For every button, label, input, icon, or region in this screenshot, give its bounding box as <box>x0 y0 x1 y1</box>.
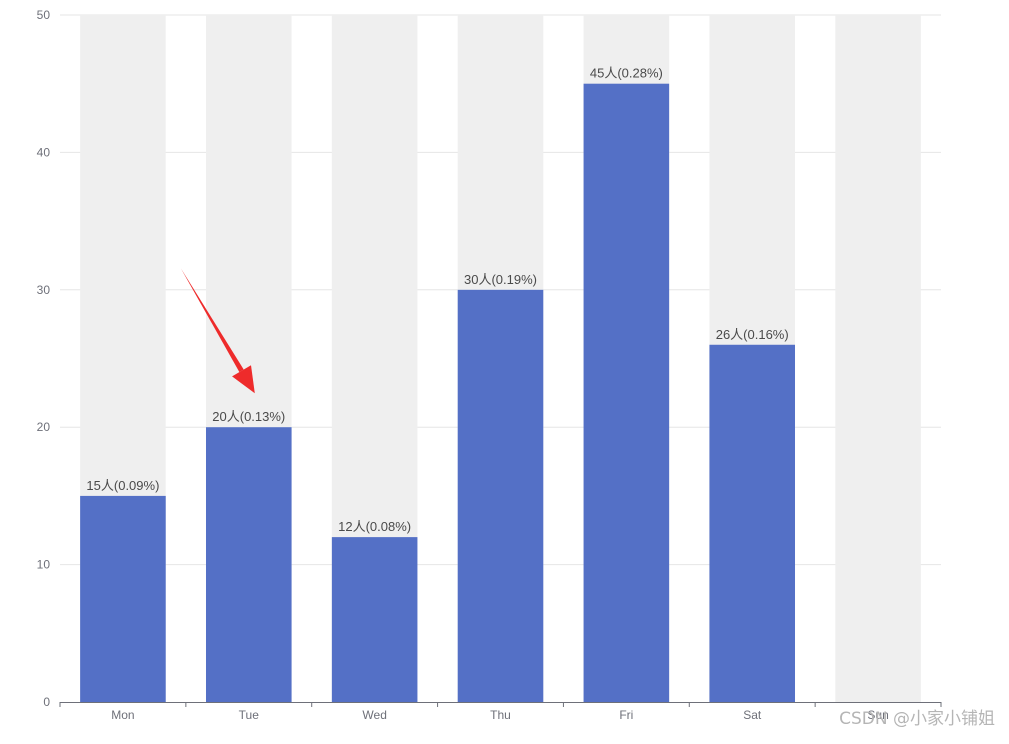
bar-tue <box>205 427 292 702</box>
y-tick-label: 30 <box>37 283 51 297</box>
axes: 0 10 20 30 40 50 Mon Tue Wed Thu Fri Sat Sun <box>37 8 942 722</box>
x-tick-label: Thu <box>490 708 511 722</box>
bar-thu <box>457 289 544 702</box>
annotation-arrow-head <box>232 365 255 394</box>
y-tick-label: 10 <box>37 558 51 572</box>
background-bar <box>835 15 921 702</box>
y-tick-label: 20 <box>37 420 51 434</box>
y-tick-label: 40 <box>37 145 51 159</box>
data-label: 15人(0.09%) <box>86 478 159 493</box>
bar-mon <box>80 495 166 702</box>
bar-fri <box>583 83 670 702</box>
data-label: 30人(0.19%) <box>464 272 537 287</box>
y-tick-label: 0 <box>43 695 50 709</box>
data-label: 12人(0.08%) <box>338 519 411 534</box>
data-bars <box>80 83 796 702</box>
data-labels: 15人(0.09%) 20人(0.13%) 12人(0.08%) 30人(0.19%)… <box>86 66 788 534</box>
bar-sat <box>709 344 796 702</box>
data-label: 26人(0.16%) <box>716 327 789 342</box>
data-label: 20人(0.13%) <box>212 409 285 424</box>
bar-wed <box>331 537 418 702</box>
y-tick-label: 50 <box>37 8 51 22</box>
x-tick-label: Mon <box>111 708 134 722</box>
x-tick-label: Tue <box>239 708 260 722</box>
watermark-text: CSDN @小家小铺姐 <box>839 709 995 729</box>
x-tick-label: Sat <box>743 708 762 722</box>
x-tick-label: Sun <box>867 708 888 722</box>
x-tick-label: Fri <box>619 708 633 722</box>
annotation-arrow-shaft <box>180 268 244 373</box>
data-label: 45人(0.28%) <box>590 66 663 81</box>
annotation-layer <box>180 268 255 394</box>
x-tick-label: Wed <box>362 708 386 722</box>
